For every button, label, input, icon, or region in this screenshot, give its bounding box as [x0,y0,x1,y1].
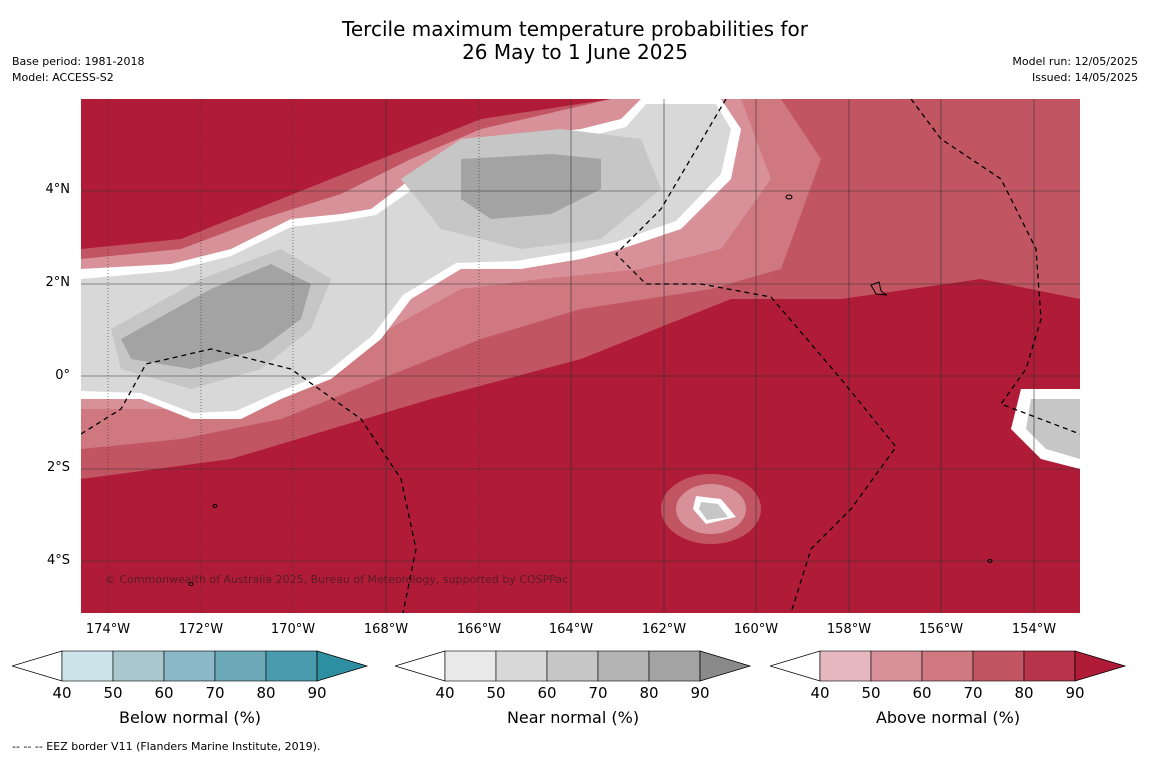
colorbar-tick: 80 [639,684,659,702]
eez-borders [81,99,1080,613]
colorbar-tick: 40 [810,684,830,702]
colorbar-swatch [546,650,599,682]
islands [188,194,993,586]
colorbar-swatch [214,650,267,682]
y-tick: 4°S [46,553,70,568]
x-tick: 158°W [826,622,872,637]
colorbar-label: Near normal (%) [506,708,640,727]
zone-near-80-north [461,154,601,219]
colorbar-swatch [112,650,165,682]
colorbar-swatch [61,650,114,682]
copyright-notice: © Commonwealth of Australia 2025, Bureau… [105,573,569,586]
colorbar-tick: 40 [435,684,455,702]
base-period: Base period: 1981-2018 [12,55,145,68]
colorbar-swatch [921,650,974,682]
zone-near-east [1026,399,1080,459]
colorbar-tick: 60 [912,684,932,702]
colorbar-swatches [768,650,1127,682]
colorbar-1: 40 50 60 70 80 90 Near normal (%) [393,650,755,740]
x-tick: 156°W [918,622,964,637]
zone-top-left [81,99,531,159]
colorbar-tick: 90 [690,684,710,702]
colorbar-tick: 50 [861,684,881,702]
south-spot-near [699,502,728,520]
colorbar-swatch [819,650,872,682]
meta-left: Base period: 1981-2018 Model: ACCESS-S2 [12,54,144,86]
x-tick: 164°W [548,622,594,637]
y-tick: 4°N [45,182,71,197]
graticule [81,99,1080,613]
eez-footnote: -- -- -- EEZ border V11 (Flanders Marine… [12,740,321,753]
colorbar-swatch [495,650,548,682]
x-tick: 174°W [85,622,131,637]
colorbar-under-arrow [393,650,446,682]
colorbar-label: Above normal (%) [875,708,1021,727]
title-line-2: 26 May to 1 June 2025 [462,40,688,64]
colorbar-swatch [597,650,650,682]
colorbar-tick: 90 [1065,684,1085,702]
x-tick: 154°W [1011,622,1057,637]
colorbar-over-arrow [699,650,752,682]
colorbar-under-arrow [768,650,821,682]
model-name: Model: ACCESS-S2 [12,71,114,84]
colorbar-swatch [265,650,318,682]
x-tick: 162°W [641,622,687,637]
colorbar-tick: 50 [103,684,123,702]
x-tick: 170°W [270,622,316,637]
colorbar-tick: 80 [1014,684,1034,702]
meta-right: Model run: 12/05/2025 Issued: 14/05/2025 [1012,54,1138,86]
y-tick: 2°S [46,460,70,475]
colorbar-swatch [444,650,497,682]
colorbar-tick: 50 [486,684,506,702]
colorbar-2: 40 50 60 70 80 90 Above normal (%) [768,650,1130,740]
zone-near-80-west [121,264,311,369]
colorbar-tick: 60 [154,684,174,702]
colorbar-swatches [10,650,369,682]
title-line-1: Tercile maximum temperature probabilitie… [342,17,808,41]
colorbar-swatch [648,650,701,682]
colorbar-tick: 70 [205,684,225,702]
probability-map [81,99,1080,613]
colorbar-tick: 70 [588,684,608,702]
colorbar-swatch [163,650,216,682]
colorbar-0: 40 50 60 70 80 90 Below normal (%) [10,650,372,740]
colorbar-swatch [870,650,923,682]
colorbar-tick: 70 [963,684,983,702]
colorbar-tick: 90 [307,684,327,702]
colorbar-tick: 40 [52,684,72,702]
x-tick: 172°W [178,622,224,637]
issued-date: Issued: 14/05/2025 [1031,71,1138,84]
y-tick: 0° [55,368,70,383]
colorbar-tick: 80 [256,684,276,702]
colorbar-tick: 60 [537,684,557,702]
x-tick: 168°W [363,622,409,637]
map-title: Tercile maximum temperature probabilitie… [0,18,1150,64]
model-run: Model run: 12/05/2025 [1012,55,1138,68]
colorbar-swatches [393,650,752,682]
y-tick: 2°N [45,275,71,290]
colorbar-over-arrow [316,650,369,682]
colorbar-over-arrow [1074,650,1127,682]
colorbar-swatch [972,650,1025,682]
x-tick: 166°W [456,622,502,637]
colorbar-swatch [1023,650,1076,682]
colorbar-under-arrow [10,650,63,682]
colorbar-label: Below normal (%) [118,708,262,727]
x-tick: 160°W [733,622,779,637]
